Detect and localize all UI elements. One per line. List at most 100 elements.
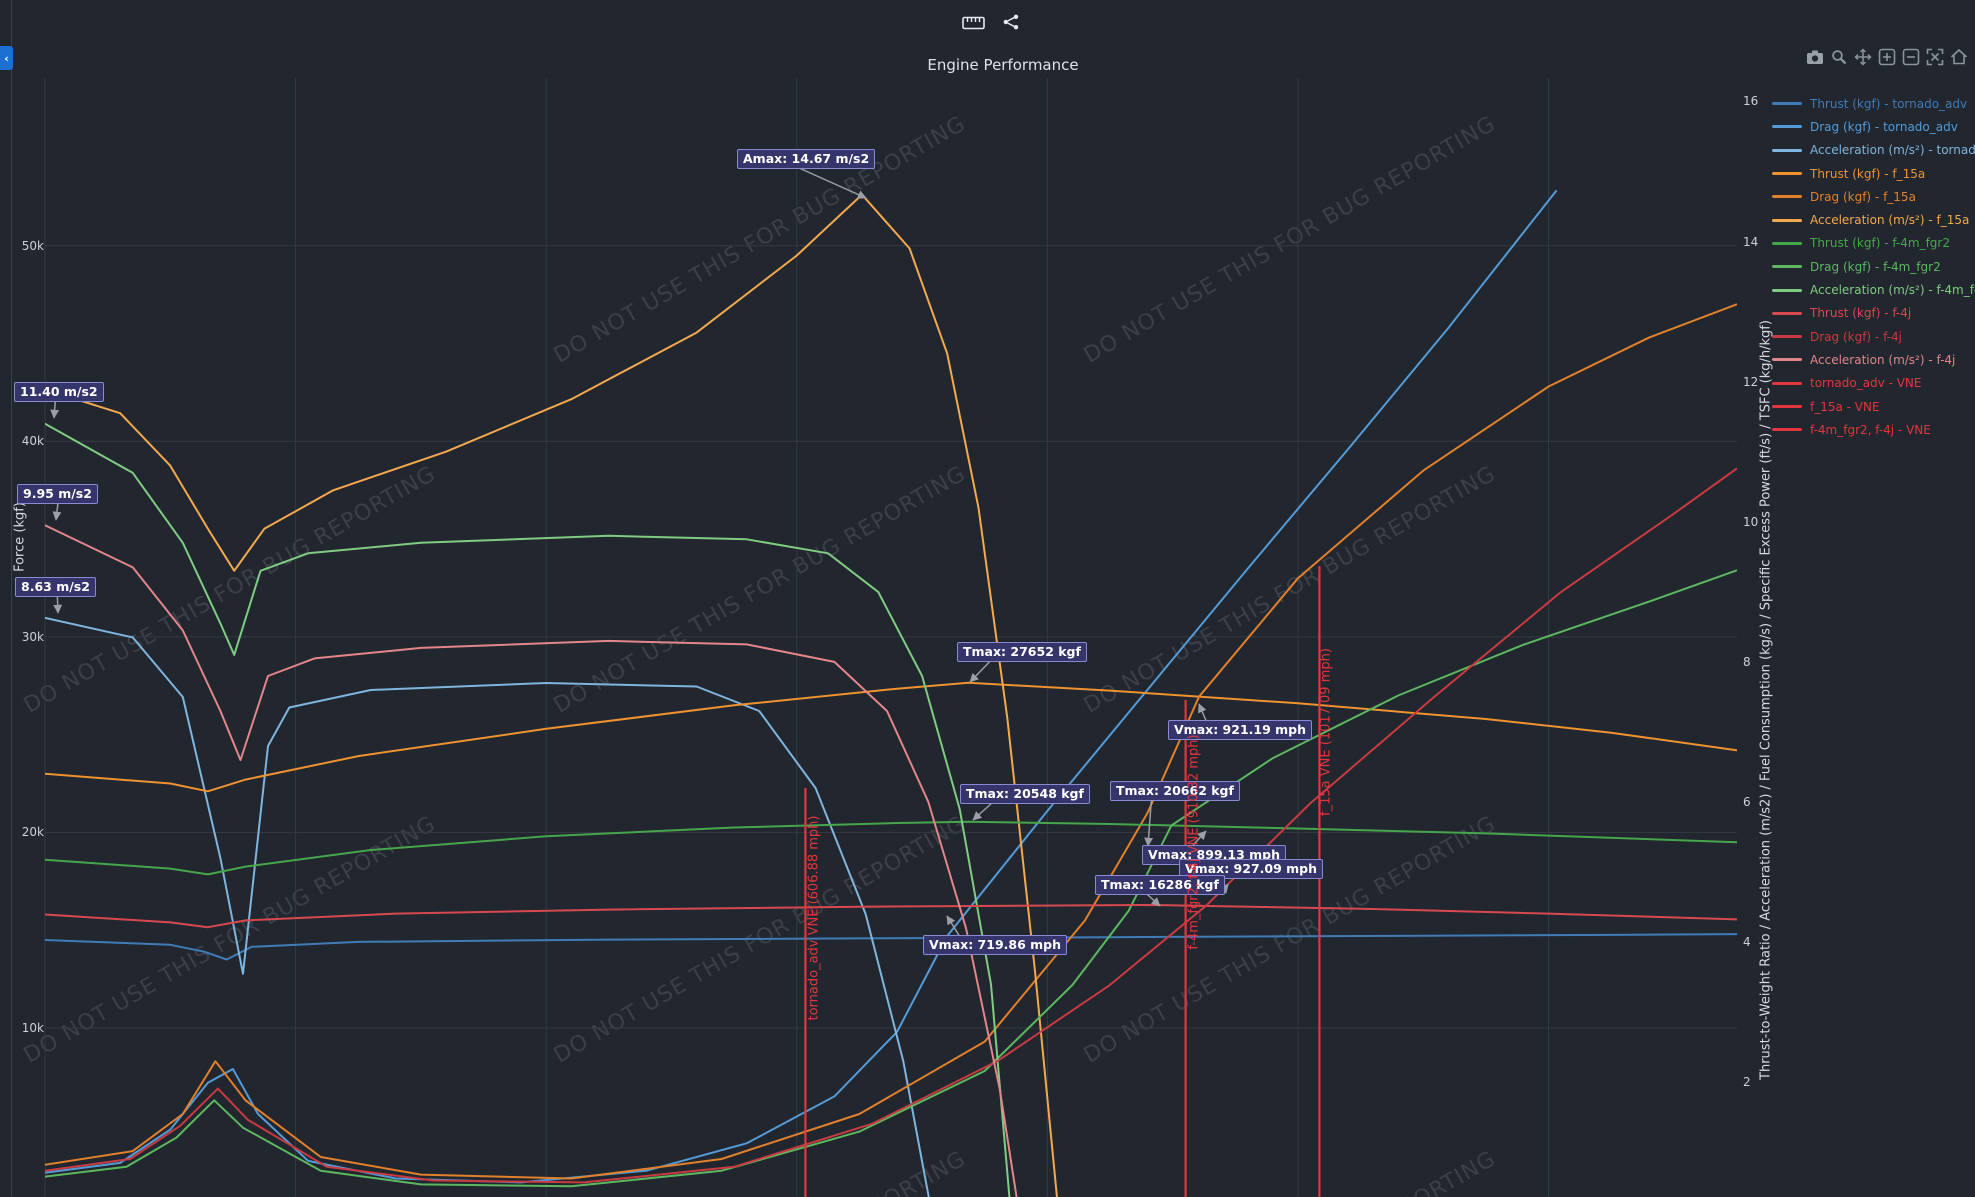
annotation-callout: Vmax: 719.86 mph xyxy=(923,935,1068,955)
legend-item[interactable]: Thrust (kgf) - tornado_adv xyxy=(1772,92,1975,115)
legend-label: tornado_adv - VNE xyxy=(1810,376,1922,391)
panel-divider xyxy=(11,0,12,1197)
legend-swatch xyxy=(1772,405,1802,408)
y-left-tick: 30k xyxy=(21,630,44,644)
annotation-callout: Tmax: 20662 kgf xyxy=(1110,781,1240,801)
series-line-0[interactable] xyxy=(45,933,1737,961)
annotation-callout: 9.95 m/s2 xyxy=(17,484,98,504)
y-right-tick: 2 xyxy=(1743,1075,1751,1089)
legend-label: Drag (kgf) - f_15a xyxy=(1810,189,1916,204)
legend-item[interactable]: Drag (kgf) - f-4m_fgr2 xyxy=(1772,255,1975,278)
series-line-11[interactable] xyxy=(45,524,1018,1197)
camera-icon[interactable] xyxy=(1806,48,1824,66)
legend-swatch xyxy=(1772,358,1802,362)
chart-title: Engine Performance xyxy=(927,56,1079,74)
y-right-tick: 14 xyxy=(1743,235,1759,249)
series-line-9[interactable] xyxy=(45,904,1737,929)
series-line-3[interactable] xyxy=(45,681,1737,793)
legend-item[interactable]: tornado_adv - VNE xyxy=(1772,372,1975,395)
legend-label: Acceleration (m/s²) - tornado_adv xyxy=(1810,143,1975,158)
legend-item[interactable]: f-4m_fgr2, f-4j - VNE xyxy=(1772,418,1975,441)
legend-label: f_15a - VNE xyxy=(1810,399,1880,414)
legend-label: Thrust (kgf) - tornado_adv xyxy=(1810,96,1968,111)
legend-item[interactable]: Thrust (kgf) - f-4m_fgr2 xyxy=(1772,232,1975,255)
annotation-callout: Tmax: 20548 kgf xyxy=(960,784,1090,804)
series-line-7[interactable] xyxy=(45,569,1737,1188)
legend-label: Thrust (kgf) - f-4m_fgr2 xyxy=(1810,236,1950,251)
legend-item[interactable]: Drag (kgf) - tornado_adv xyxy=(1772,115,1975,138)
y-left-tick: 10k xyxy=(21,1021,44,1035)
legend-label: Acceleration (m/s²) - f_15a xyxy=(1810,213,1970,228)
legend-swatch xyxy=(1772,172,1802,176)
legend-swatch xyxy=(1772,288,1802,292)
series-line-10[interactable] xyxy=(45,467,1737,1184)
series-line-8[interactable] xyxy=(45,422,1011,1197)
annotation-callout: Vmax: 927.09 mph xyxy=(1179,859,1324,879)
zoom-icon[interactable] xyxy=(1830,48,1848,66)
sidebar-collapse-button[interactable]: ‹ xyxy=(0,46,13,70)
y-right-tick: 4 xyxy=(1743,935,1751,949)
legend-item[interactable]: Acceleration (m/s²) - f-4j xyxy=(1772,348,1975,371)
y-right-tick: 6 xyxy=(1743,795,1751,809)
legend-item[interactable]: Thrust (kgf) - f-4j xyxy=(1772,302,1975,325)
plotly-modebar xyxy=(1806,48,1968,66)
legend-swatch xyxy=(1772,148,1802,152)
annotation-callout: Amax: 14.67 m/s2 xyxy=(737,149,876,169)
legend-swatch xyxy=(1772,381,1802,385)
legend-swatch xyxy=(1772,195,1802,199)
annotation-callout: 8.63 m/s2 xyxy=(15,577,96,597)
vne-label: f_15a VNE (1017.09 mph) xyxy=(1318,648,1334,816)
legend-item[interactable]: Acceleration (m/s²) - f_15a xyxy=(1772,208,1975,231)
series-line-6[interactable] xyxy=(45,820,1737,876)
vne-label: tornado_adv VNE (606.88 mph) xyxy=(806,815,822,1021)
legend-swatch xyxy=(1772,311,1802,315)
legend-item[interactable]: Acceleration (m/s²) - f-4m_fgr2 xyxy=(1772,278,1975,301)
pan-icon[interactable] xyxy=(1854,48,1872,66)
y-left-tick: 50k xyxy=(21,239,44,253)
series-line-4[interactable] xyxy=(45,303,1737,1180)
annotation-callout: 11.40 m/s2 xyxy=(14,382,104,402)
legend-swatch xyxy=(1772,125,1802,129)
legend-swatch xyxy=(1772,241,1802,245)
annotation-callout: Tmax: 16286 kgf xyxy=(1095,875,1225,895)
zoom-in-icon[interactable] xyxy=(1878,48,1896,66)
legend-swatch xyxy=(1772,102,1802,106)
legend-item[interactable]: Acceleration (m/s²) - tornado_adv xyxy=(1772,139,1975,162)
y-right-tick: 12 xyxy=(1743,375,1759,389)
legend-swatch xyxy=(1772,335,1802,339)
legend-label: Drag (kgf) - tornado_adv xyxy=(1810,119,1958,134)
legend-label: Thrust (kgf) - f-4j xyxy=(1810,306,1912,321)
legend-label: Acceleration (m/s²) - f-4m_fgr2 xyxy=(1810,283,1975,298)
legend-swatch xyxy=(1772,265,1802,269)
zoom-out-icon[interactable] xyxy=(1902,48,1920,66)
share-icon[interactable] xyxy=(1003,14,1019,34)
y-right-tick: 8 xyxy=(1743,655,1751,669)
annotation-callout: Tmax: 27652 kgf xyxy=(957,642,1087,662)
legend-item[interactable]: Drag (kgf) - f-4j xyxy=(1772,325,1975,348)
y-left-tick: 40k xyxy=(21,434,44,448)
legend-swatch xyxy=(1772,218,1802,222)
series-line-5[interactable] xyxy=(45,193,1058,1197)
legend-label: Drag (kgf) - f-4m_fgr2 xyxy=(1810,259,1941,274)
y-right-tick: 10 xyxy=(1743,515,1759,529)
legend-item[interactable]: f_15a - VNE xyxy=(1772,395,1975,418)
topbar-icons xyxy=(962,14,1019,34)
ruler-icon[interactable] xyxy=(962,15,985,34)
chevron-left-icon: ‹ xyxy=(4,51,9,65)
annotation-callout: Vmax: 921.19 mph xyxy=(1168,720,1313,740)
reset-axes-home-icon[interactable] xyxy=(1950,48,1968,66)
series-line-2[interactable] xyxy=(45,616,930,1197)
legend-label: Drag (kgf) - f-4j xyxy=(1810,329,1902,344)
y-right-tick: 16 xyxy=(1743,94,1759,108)
legend-swatch xyxy=(1772,428,1802,432)
autoscale-icon[interactable] xyxy=(1926,48,1944,66)
legend-label: Thrust (kgf) - f_15a xyxy=(1810,166,1926,181)
legend-item[interactable]: Thrust (kgf) - f_15a xyxy=(1772,162,1975,185)
vne-label: f-4m_fgr2, f-4j VNE (910.32 mph) xyxy=(1186,734,1202,950)
y-left-tick: 20k xyxy=(21,825,44,839)
series-line-1[interactable] xyxy=(45,190,1558,1184)
legend-item[interactable]: Drag (kgf) - f_15a xyxy=(1772,185,1975,208)
y-left-axis-title: Force (kgf) xyxy=(12,502,28,572)
